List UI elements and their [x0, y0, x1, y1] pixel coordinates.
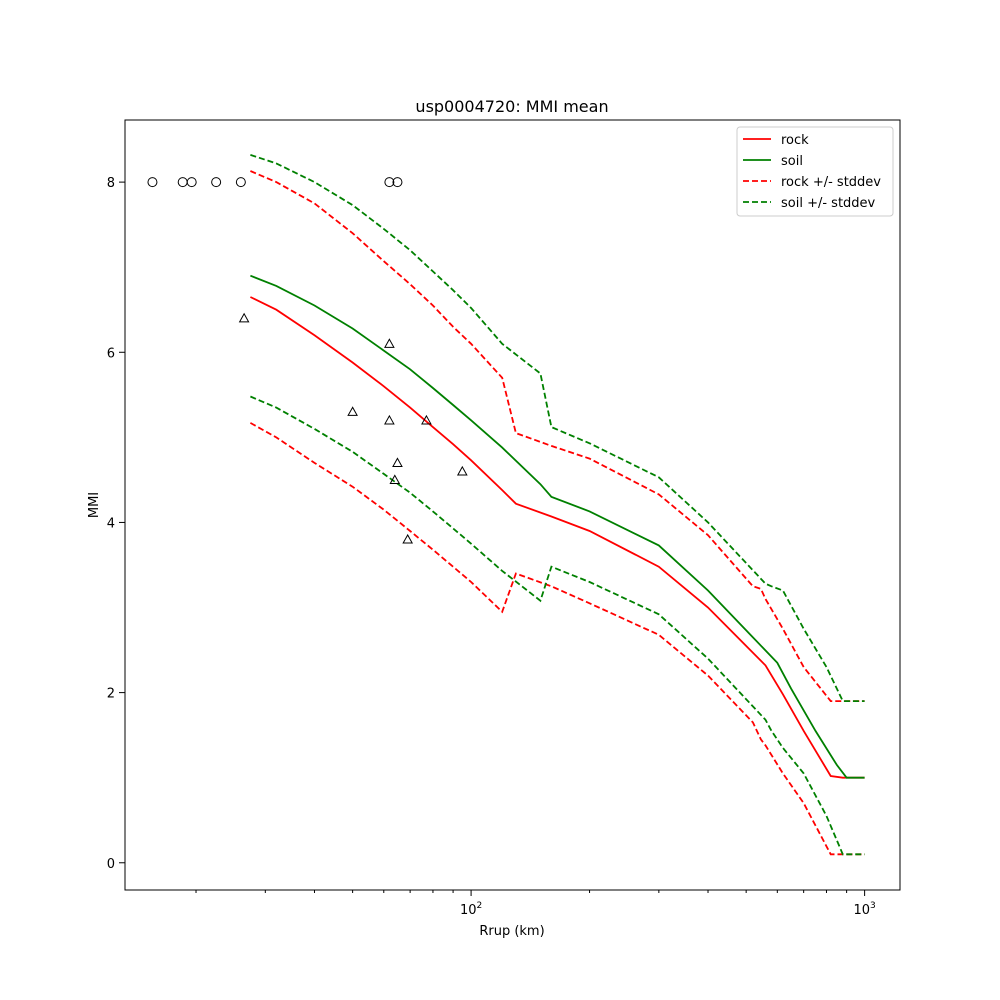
legend: rock soil rock +/- stddev soil +/- stddev: [736, 126, 894, 217]
observation-circle: [147, 177, 158, 188]
series-line-0: [250, 296, 865, 779]
legend-label: rock: [781, 133, 809, 148]
observations-layer: [147, 177, 468, 544]
observation-circle: [235, 177, 246, 188]
y-axis-label: MMI: [87, 492, 102, 518]
series-line-3: [249, 422, 865, 856]
x-ticks: 102 103: [195, 890, 876, 918]
x-tick-label: 103: [853, 901, 875, 918]
x-tick-label: 102: [460, 901, 482, 918]
observation-circle: [177, 177, 188, 188]
observation-circle: [392, 177, 403, 188]
chart-title: usp0004720: MMI mean: [415, 97, 608, 116]
legend-label: rock +/- stddev: [781, 175, 881, 190]
observation-triangle: [384, 414, 395, 425]
y-tick-label: 6: [107, 346, 115, 361]
legend-box: [736, 126, 894, 217]
y-tick-label: 4: [107, 516, 115, 531]
observation-circle: [186, 177, 197, 188]
observation-triangle: [421, 414, 432, 425]
observation-triangle: [389, 474, 401, 485]
observation-triangle: [384, 338, 395, 348]
observation-triangle: [347, 406, 358, 416]
series-line-5: [250, 395, 865, 856]
observation-triangle: [392, 457, 403, 467]
y-ticks: 0 2 4 6 8: [107, 176, 125, 872]
legend-label: soil +/- stddev: [781, 196, 876, 211]
legend-label: soil: [781, 154, 803, 169]
series-line-4: [250, 154, 865, 702]
y-tick-label: 2: [107, 687, 115, 702]
observation-triangle: [456, 465, 468, 476]
plot-frame: [124, 119, 901, 891]
observation-triangle: [238, 312, 250, 323]
observation-circle: [384, 177, 395, 188]
series-layer: [249, 154, 865, 856]
y-tick-label: 8: [107, 176, 115, 191]
observation-circle: [211, 177, 222, 188]
series-line-1: [250, 274, 865, 779]
series-line-2: [250, 170, 865, 702]
observation-triangle: [402, 533, 414, 544]
y-tick-label: 0: [107, 857, 115, 872]
x-axis-label: Rrup (km): [479, 924, 544, 939]
